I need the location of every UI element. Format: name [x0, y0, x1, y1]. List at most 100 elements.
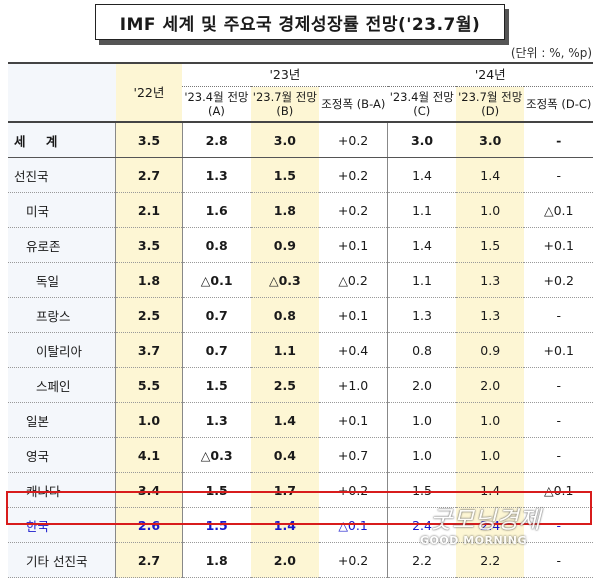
- value-cell: 0.9: [456, 332, 525, 368]
- value-cell: 1.5: [181, 507, 251, 543]
- header-23-jul: '23.7월 전망 (B): [250, 86, 320, 123]
- watermark: 굿모닝경제 GOOD MORNING: [420, 500, 590, 560]
- value-cell: 2.5: [115, 297, 183, 333]
- value-cell: +0.4: [319, 332, 388, 368]
- value-cell: 1.3: [456, 297, 525, 333]
- value-cell: +0.2: [319, 542, 388, 578]
- value-cell: 3.0: [387, 122, 456, 158]
- value-cell: -: [524, 507, 593, 543]
- value-cell: +0.2: [319, 472, 388, 508]
- value-cell: 1.5: [387, 472, 456, 508]
- table-row: 프랑스 2.5 0.7 0.8 +0.1 1.3 1.3-: [8, 297, 593, 333]
- value-cell: 0.7: [181, 297, 251, 333]
- value-cell: △0.1: [319, 507, 388, 543]
- value-cell: △0.3: [250, 262, 320, 298]
- value-cell: -: [524, 122, 593, 158]
- value-cell: -: [524, 402, 593, 438]
- value-cell: +0.2: [319, 157, 388, 193]
- value-cell: 1.4: [250, 507, 320, 543]
- value-cell: 2.4: [456, 507, 525, 543]
- value-cell: △0.1: [524, 472, 593, 508]
- value-cell: 1.0: [456, 437, 525, 473]
- header-country: [8, 62, 116, 123]
- table-row: 세 계 3.5 2.8 3.0 +0.2 3.0 3.0-: [8, 122, 593, 158]
- value-cell: 1.8: [115, 262, 183, 298]
- table-row: 스페인 5.5 1.5 2.5 +1.0 2.0 2.0-: [8, 367, 593, 403]
- value-cell: +0.7: [319, 437, 388, 473]
- country-name: 영국: [8, 437, 117, 473]
- value-cell: 2.0: [387, 367, 456, 403]
- table-row: 영국 4.1 △0.3 0.4 +0.7 1.0 1.0-: [8, 437, 593, 473]
- value-cell: +0.2: [319, 122, 388, 158]
- value-cell: 1.0: [387, 402, 456, 438]
- table-row: 일본 1.0 1.3 1.4 +0.1 1.0 1.0-: [8, 402, 593, 438]
- value-cell: △0.1: [524, 192, 593, 228]
- value-cell: 1.7: [250, 472, 320, 508]
- korea-highlight-box: [6, 491, 592, 525]
- header-24-apr: '23.4월 전망 (C): [387, 86, 456, 123]
- value-cell: 2.1: [115, 192, 183, 228]
- country-name: 캐나다: [8, 472, 117, 508]
- growth-table: '22년 '23년 '24년 '23.4월 전망 (A) '23.7월 전망 (…: [8, 62, 593, 578]
- value-cell: 1.1: [387, 262, 456, 298]
- country-name: 독일: [8, 262, 117, 298]
- country-name: 한국: [8, 507, 117, 543]
- value-cell: △0.3: [181, 437, 251, 473]
- value-cell: +0.2: [524, 262, 593, 298]
- value-cell: +0.1: [319, 402, 388, 438]
- country-name: 이탈리아: [8, 332, 117, 368]
- country-name: 유로존: [8, 227, 117, 263]
- country-name: 선진국: [8, 157, 117, 193]
- country-name: 스페인: [8, 367, 117, 403]
- value-cell: 2.4: [387, 507, 456, 543]
- country-name: 미국: [8, 192, 117, 228]
- value-cell: 1.3: [387, 297, 456, 333]
- value-cell: 1.5: [181, 472, 251, 508]
- value-cell: 3.0: [250, 122, 320, 158]
- header-2023: '23년: [182, 62, 388, 87]
- table-row: 미국 2.1 1.6 1.8 +0.2 1.1 1.0 △0.1: [8, 192, 593, 228]
- value-cell: 1.3: [456, 262, 525, 298]
- value-cell: 1.8: [181, 542, 251, 578]
- value-cell: -: [524, 437, 593, 473]
- value-cell: 1.0: [456, 402, 525, 438]
- title-box: IMF 세계 및 주요국 경제성장률 전망('23.7월): [95, 4, 505, 40]
- value-cell: 3.5: [115, 227, 183, 263]
- value-cell: 2.7: [115, 542, 183, 578]
- table-row: 캐나다 3.4 1.5 1.7 +0.2 1.5 1.4 △0.1: [8, 472, 593, 508]
- value-cell: 1.5: [181, 367, 251, 403]
- value-cell: 2.0: [456, 367, 525, 403]
- value-cell: +0.1: [524, 227, 593, 263]
- value-cell: -: [524, 157, 593, 193]
- value-cell: 3.7: [115, 332, 183, 368]
- value-cell: 1.4: [387, 227, 456, 263]
- header-23-adj: 조정폭 (B-A): [319, 86, 388, 123]
- value-cell: 1.1: [250, 332, 320, 368]
- value-cell: 0.8: [387, 332, 456, 368]
- value-cell: 4.1: [115, 437, 183, 473]
- table-row: 선진국 2.7 1.3 1.5 +0.2 1.4 1.4-: [8, 157, 593, 193]
- value-cell: 2.8: [181, 122, 251, 158]
- value-cell: 2.5: [250, 367, 320, 403]
- value-cell: 2.0: [250, 542, 320, 578]
- value-cell: -: [524, 297, 593, 333]
- value-cell: 1.4: [250, 402, 320, 438]
- value-cell: 1.4: [456, 157, 525, 193]
- value-cell: 1.0: [115, 402, 183, 438]
- value-cell: 1.3: [181, 402, 251, 438]
- country-name: 일본: [8, 402, 117, 438]
- value-cell: 0.7: [181, 332, 251, 368]
- value-cell: 5.5: [115, 367, 183, 403]
- value-cell: 2.7: [115, 157, 183, 193]
- header-2022: '22년: [115, 62, 183, 123]
- table-row: 독일 1.8 △0.1 △0.3 △0.2 1.1 1.3 +0.2: [8, 262, 593, 298]
- value-cell: +0.1: [319, 227, 388, 263]
- page-title: IMF 세계 및 주요국 경제성장률 전망('23.7월): [119, 14, 481, 35]
- header-2024: '24년: [387, 62, 593, 87]
- value-cell: +1.0: [319, 367, 388, 403]
- value-cell: 0.8: [250, 297, 320, 333]
- value-cell: 2.6: [115, 507, 183, 543]
- table-row: 한국 2.6 1.5 1.4 △0.1 2.4 2.4-: [8, 507, 593, 543]
- value-cell: 3.0: [456, 122, 525, 158]
- value-cell: 0.4: [250, 437, 320, 473]
